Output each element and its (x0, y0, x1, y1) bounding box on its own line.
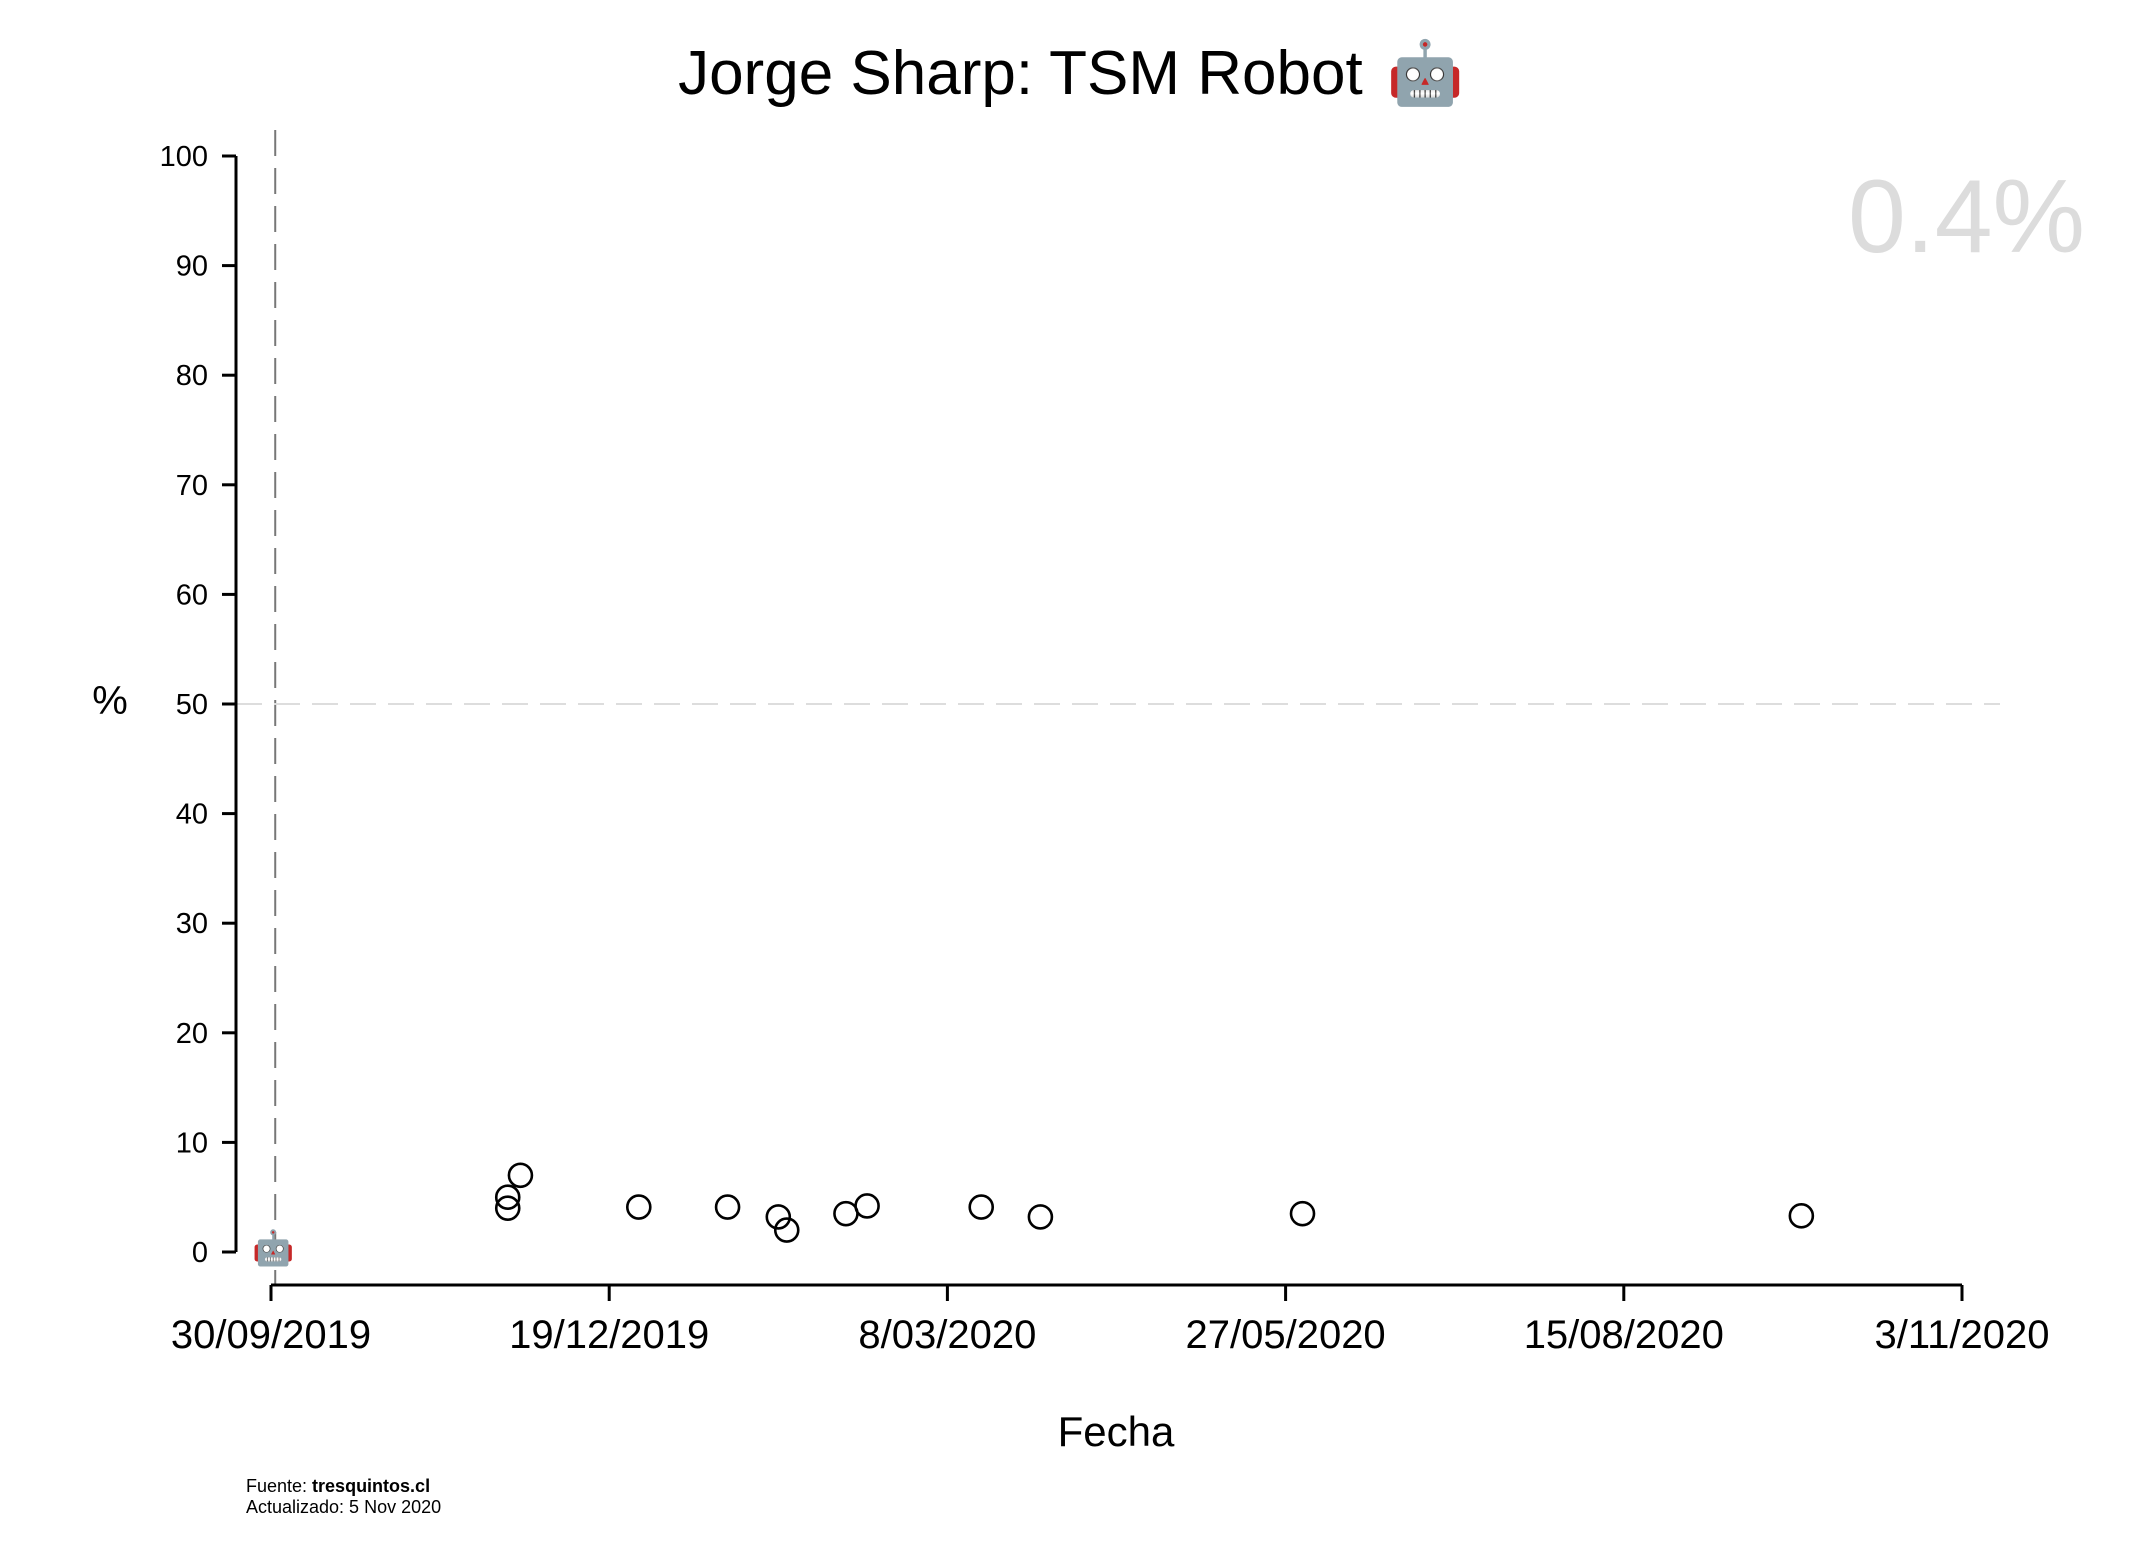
y-tick-label: 100 (160, 141, 208, 173)
source-link[interactable]: tresquintos.cl (312, 1476, 431, 1496)
x-tick-label: 19/12/2019 (509, 1313, 709, 1357)
x-tick-label: 15/08/2020 (1524, 1313, 1724, 1357)
robot-marker-icon: 🤖 (252, 1229, 294, 1268)
y-axis: 0 10 20 30 40 50 60 70 80 90 100 (160, 141, 238, 1269)
x-tick-label: 3/11/2020 (1875, 1313, 2050, 1357)
y-tick-label: 70 (176, 470, 208, 502)
y-tick-label: 60 (176, 579, 208, 611)
y-axis-label: % (92, 679, 128, 723)
data-point (833, 1200, 859, 1227)
data-point (1289, 1200, 1316, 1227)
data-point (1027, 1204, 1054, 1230)
x-tick-label: 30/09/2019 (171, 1313, 371, 1357)
x-axis: 30/09/2019 19/12/2019 8/03/2020 27/05/2020 1… (171, 1283, 2050, 1357)
y-tick-label: 40 (176, 799, 208, 831)
y-tick-label: 80 (176, 360, 208, 392)
data-point (507, 1162, 534, 1189)
data-point (1788, 1203, 1815, 1229)
chart-title: Jorge Sharp: TSM Robot 🤖 (678, 37, 1464, 108)
marker: 🤖 (252, 1229, 294, 1268)
data-point (968, 1194, 995, 1220)
data-point (494, 1195, 521, 1221)
data-point (494, 1184, 521, 1210)
updated-line: Actualizado: 5 Nov 2020 (246, 1497, 442, 1517)
reference-lines (236, 130, 2000, 1285)
data-points (494, 1162, 1815, 1243)
footer: Fuente: tresquintos.cl Actualizado: 5 No… (246, 1476, 441, 1518)
y-tick-label: 30 (176, 908, 208, 940)
data-point (625, 1194, 652, 1220)
y-tick-label: 90 (176, 251, 208, 283)
source-line: Fuente: tresquintos.cl (246, 1476, 441, 1497)
robot-icon: 🤖 (1387, 37, 1464, 108)
chart-title-text: Jorge Sharp: TSM Robot (678, 39, 1363, 108)
source-prefix: Fuente: (246, 1476, 313, 1496)
data-point (854, 1193, 880, 1219)
x-tick-label: 27/05/2020 (1185, 1313, 1385, 1357)
data-point (714, 1194, 741, 1220)
current-value-label: 0.4% (1848, 159, 2085, 275)
y-tick-label: 10 (176, 1127, 208, 1159)
y-tick-label: 20 (176, 1018, 208, 1050)
y-tick-label: 0 (192, 1237, 208, 1269)
data-point (773, 1217, 800, 1243)
y-tick-label: 50 (176, 689, 208, 721)
x-tick-label: 8/03/2020 (858, 1313, 1036, 1357)
x-axis-label: Fecha (1058, 1408, 1175, 1455)
data-point (765, 1204, 792, 1230)
